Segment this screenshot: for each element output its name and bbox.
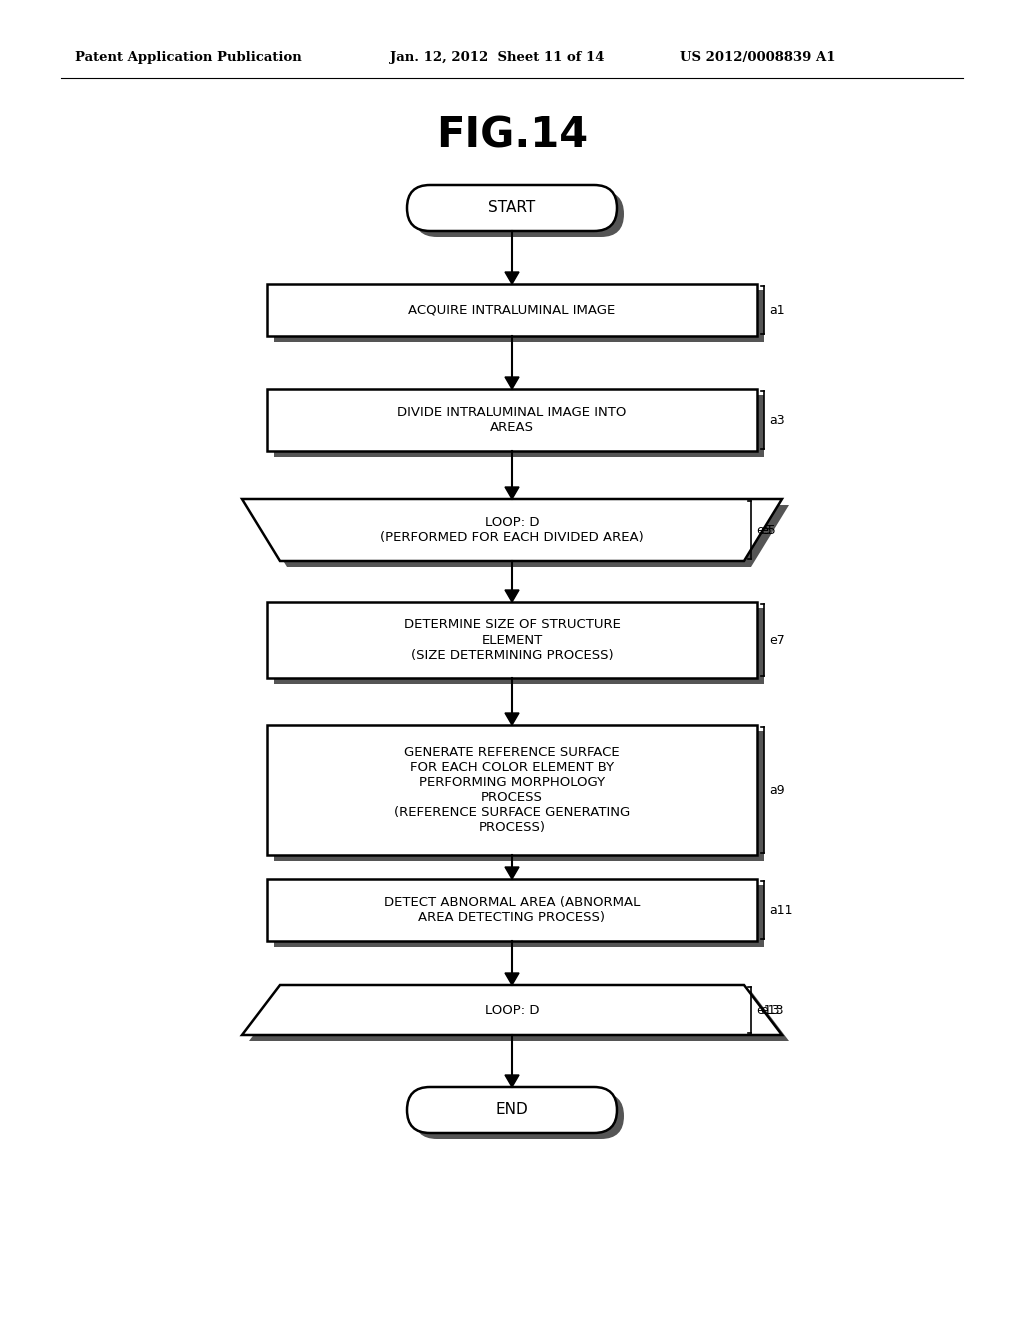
Polygon shape <box>267 284 757 337</box>
Text: a9: a9 <box>769 784 784 796</box>
Polygon shape <box>505 867 519 879</box>
Text: Patent Application Publication: Patent Application Publication <box>75 51 302 65</box>
Text: a11: a11 <box>769 903 793 916</box>
Text: e13: e13 <box>760 1003 783 1016</box>
Polygon shape <box>249 506 790 568</box>
Polygon shape <box>274 609 764 684</box>
FancyBboxPatch shape <box>407 1086 617 1133</box>
Polygon shape <box>505 378 519 389</box>
Polygon shape <box>242 499 782 561</box>
Polygon shape <box>505 713 519 725</box>
Polygon shape <box>505 272 519 284</box>
FancyBboxPatch shape <box>414 1093 624 1139</box>
Polygon shape <box>505 487 519 499</box>
Polygon shape <box>274 395 764 457</box>
Polygon shape <box>242 985 782 1035</box>
Polygon shape <box>274 884 764 946</box>
Text: e7: e7 <box>769 634 784 647</box>
Polygon shape <box>274 290 764 342</box>
Text: DIVIDE INTRALUMINAL IMAGE INTO
AREAS: DIVIDE INTRALUMINAL IMAGE INTO AREAS <box>397 407 627 434</box>
Polygon shape <box>267 879 757 941</box>
Text: END: END <box>496 1102 528 1118</box>
Polygon shape <box>267 725 757 855</box>
Text: DETECT ABNORMAL AREA (ABNORMAL
AREA DETECTING PROCESS): DETECT ABNORMAL AREA (ABNORMAL AREA DETE… <box>384 896 640 924</box>
Text: DETERMINE SIZE OF STRUCTURE
ELEMENT
(SIZE DETERMINING PROCESS): DETERMINE SIZE OF STRUCTURE ELEMENT (SIZ… <box>403 619 621 661</box>
Text: START: START <box>488 201 536 215</box>
Polygon shape <box>249 991 790 1041</box>
Polygon shape <box>267 602 757 678</box>
Text: e5: e5 <box>756 524 772 536</box>
Text: e13: e13 <box>756 1003 779 1016</box>
FancyBboxPatch shape <box>414 191 624 238</box>
Polygon shape <box>505 973 519 985</box>
FancyBboxPatch shape <box>407 185 617 231</box>
Text: e5: e5 <box>760 524 776 536</box>
Text: LOOP: D
(PERFORMED FOR EACH DIVIDED AREA): LOOP: D (PERFORMED FOR EACH DIVIDED AREA… <box>380 516 644 544</box>
Text: US 2012/0008839 A1: US 2012/0008839 A1 <box>680 51 836 65</box>
Text: Jan. 12, 2012  Sheet 11 of 14: Jan. 12, 2012 Sheet 11 of 14 <box>390 51 604 65</box>
Text: a1: a1 <box>769 304 784 317</box>
Text: FIG.14: FIG.14 <box>436 114 588 156</box>
Text: a3: a3 <box>769 413 784 426</box>
Text: ACQUIRE INTRALUMINAL IMAGE: ACQUIRE INTRALUMINAL IMAGE <box>409 304 615 317</box>
Polygon shape <box>274 731 764 861</box>
Polygon shape <box>505 1074 519 1086</box>
Text: LOOP: D: LOOP: D <box>484 1003 540 1016</box>
Text: GENERATE REFERENCE SURFACE
FOR EACH COLOR ELEMENT BY
PERFORMING MORPHOLOGY
PROCE: GENERATE REFERENCE SURFACE FOR EACH COLO… <box>394 746 630 834</box>
Polygon shape <box>267 389 757 451</box>
Polygon shape <box>505 590 519 602</box>
